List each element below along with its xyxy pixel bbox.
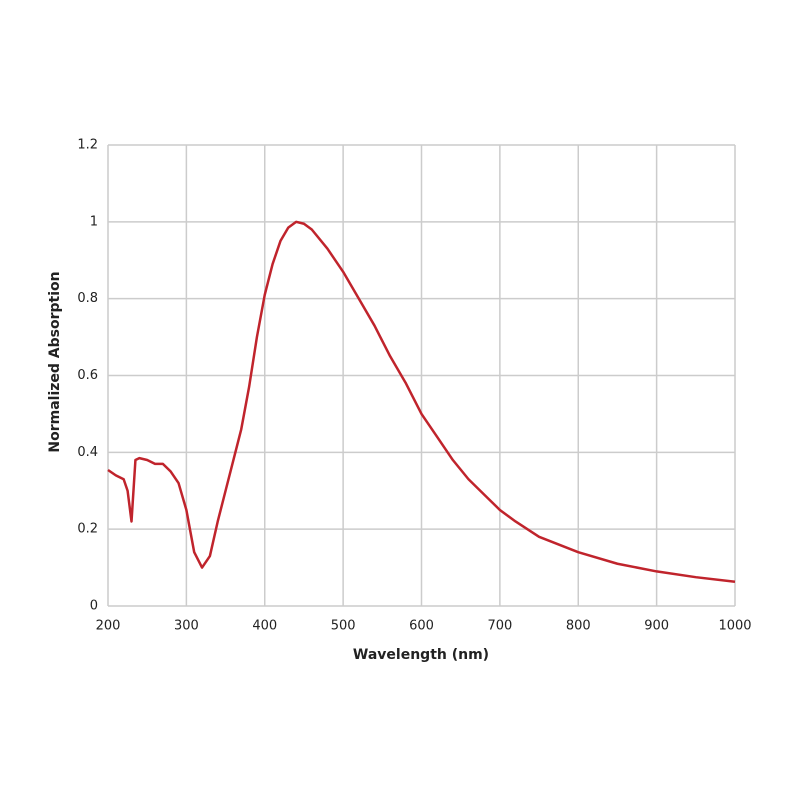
x-tick-label: 300: [174, 619, 199, 634]
data-line: [107, 220, 736, 584]
y-tick-label: 1.2: [77, 138, 98, 153]
x-tick-label: 800: [566, 619, 591, 634]
x-tick-label: 600: [409, 619, 434, 634]
x-tick-label: 700: [487, 619, 512, 634]
x-tick-label: 500: [331, 619, 356, 634]
x-tick-label: 400: [252, 619, 277, 634]
x-tick-label: 200: [96, 619, 121, 634]
y-tick-label: 0.4: [77, 445, 98, 460]
y-axis-title: Normalized Absorption: [47, 271, 63, 452]
y-tick-label: 0: [90, 599, 98, 614]
y-tick-label: 0.2: [77, 522, 98, 537]
y-tick-label: 1: [90, 214, 98, 229]
x-tick-label: 1000: [718, 619, 751, 634]
x-tick-label: 900: [644, 619, 669, 634]
x-axis-title: Wavelength (nm): [353, 647, 489, 663]
y-tick-label: 0.8: [77, 291, 98, 306]
y-tick-label: 0.6: [77, 368, 98, 383]
